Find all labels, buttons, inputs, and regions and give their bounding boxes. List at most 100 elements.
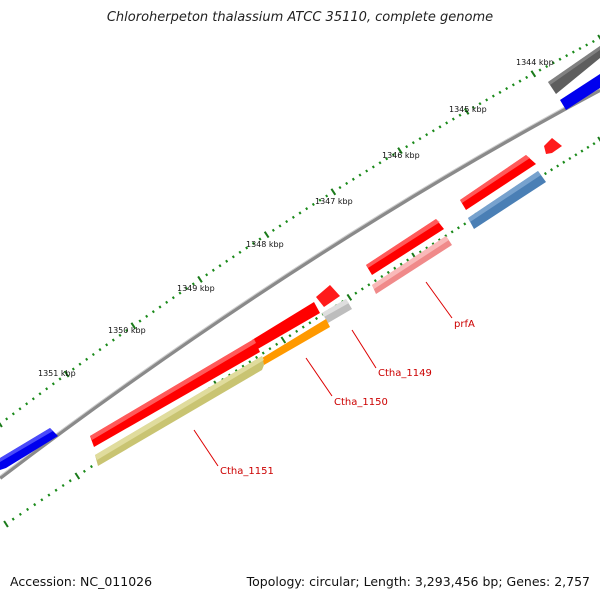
outer-minor-tick	[385, 157, 389, 161]
outer-minor-tick	[591, 39, 595, 44]
inner-minor-tick	[255, 355, 259, 360]
outer-minor-tick	[18, 407, 22, 411]
outer-minor-tick	[311, 202, 315, 207]
feature-red-1347[interactable]	[366, 219, 444, 275]
outer-minor-tick	[218, 264, 222, 268]
outer-minor-tick	[98, 348, 102, 352]
tick-label-1345: 1345 kbp	[449, 105, 487, 114]
outer-minor-tick	[11, 412, 15, 416]
outer-major-tick	[63, 370, 70, 378]
inner-minor-tick	[268, 347, 272, 351]
feature-steelblue[interactable]	[468, 171, 546, 229]
inner-major-tick	[280, 336, 287, 344]
outer-minor-tick	[538, 68, 542, 72]
outer-minor-tick	[111, 338, 115, 342]
outer-minor-tick	[485, 98, 489, 102]
outer-minor-tick	[325, 194, 329, 198]
outer-minor-tick	[211, 268, 215, 272]
inner-minor-tick	[33, 503, 37, 507]
feature-blue-top[interactable]	[560, 74, 600, 110]
outer-minor-tick	[138, 319, 142, 323]
outer-minor-tick	[551, 61, 555, 65]
inner-minor-tick	[314, 316, 319, 321]
outer-minor-tick	[545, 64, 549, 69]
feature-ctha1150[interactable]	[262, 319, 330, 365]
outer-minor-tick	[351, 177, 355, 181]
gene-labels: prfA Ctha_1149 Ctha_1150 Ctha_1151	[220, 319, 475, 477]
outer-minor-tick	[445, 121, 449, 125]
outer-minor-tick	[38, 392, 42, 396]
feature-red-1349[interactable]	[252, 302, 320, 350]
tick-label-1346: 1346 kbp	[382, 151, 420, 160]
outer-minor-tick	[405, 145, 409, 149]
inner-minor-tick	[450, 230, 454, 234]
inner-minor-tick	[556, 164, 560, 168]
inner-minor-tick	[354, 291, 358, 295]
outer-minor-tick	[118, 333, 122, 337]
outer-minor-tick	[231, 255, 235, 259]
inner-major-tick	[346, 293, 353, 301]
inner-minor-tick	[11, 517, 15, 521]
inner-minor-tick	[580, 149, 584, 153]
inner-major-tick	[74, 472, 81, 480]
outer-minor-tick	[491, 94, 495, 98]
feature-blue-left[interactable]	[0, 428, 58, 470]
inner-minor-tick	[295, 329, 299, 333]
outer-major-tick	[597, 34, 600, 40]
outer-minor-tick	[31, 397, 35, 401]
gene-label-prfa[interactable]: prfA	[454, 319, 475, 330]
outer-minor-tick	[178, 291, 182, 295]
gene-label-ctha1151[interactable]: Ctha_1151	[220, 466, 274, 477]
inner-minor-tick	[393, 266, 397, 270]
outer-minor-tick	[451, 117, 455, 121]
reverse-features	[95, 74, 600, 466]
outer-minor-tick	[278, 224, 282, 228]
inner-minor-tick	[550, 168, 554, 172]
outer-minor-tick	[425, 133, 429, 137]
outer-minor-tick	[205, 273, 209, 277]
inner-minor-tick	[261, 351, 265, 355]
outer-minor-tick	[251, 241, 255, 246]
outer-minor-tick	[158, 305, 162, 309]
outer-minor-tick	[498, 90, 502, 94]
inner-minor-tick	[288, 334, 292, 338]
outer-minor-tick	[411, 141, 415, 145]
outer-minor-tick	[371, 165, 375, 169]
outer-minor-tick	[365, 169, 369, 173]
gene-label-ctha1150[interactable]: Ctha_1150	[334, 397, 388, 408]
outer-minor-tick	[305, 207, 309, 211]
feature-red-small-1348[interactable]	[316, 285, 340, 307]
outer-minor-tick	[298, 211, 302, 215]
outer-major-tick	[130, 322, 137, 330]
feature-red-small-top[interactable]	[544, 138, 562, 154]
inner-minor-tick	[373, 279, 377, 283]
tick-label-1351: 1351 kbp	[38, 369, 76, 378]
genome-summary: Topology: circular; Length: 3,293,456 bp…	[246, 574, 590, 589]
outer-major-tick	[197, 275, 203, 283]
forward-features	[0, 46, 600, 470]
outer-minor-tick	[565, 54, 569, 58]
outer-minor-tick	[58, 377, 62, 381]
inner-minor-tick	[82, 469, 86, 473]
inner-minor-tick	[574, 153, 578, 157]
feature-red-1350[interactable]	[90, 339, 260, 447]
outer-minor-tick	[165, 300, 169, 304]
feature-red-1346[interactable]	[460, 155, 536, 210]
outer-minor-tick	[258, 237, 262, 241]
inner-minor-tick	[562, 160, 566, 164]
outer-major-tick	[0, 422, 3, 428]
inner-minor-tick	[26, 507, 30, 512]
outer-major-tick	[330, 188, 337, 196]
outer-minor-tick	[51, 382, 55, 386]
outer-minor-tick	[291, 215, 295, 219]
outer-minor-tick	[505, 87, 509, 91]
inner-minor-tick	[68, 479, 72, 483]
gene-label-ctha1149[interactable]: Ctha_1149	[378, 368, 432, 379]
outer-minor-tick	[191, 282, 195, 286]
outer-minor-tick	[458, 113, 462, 117]
inner-minor-tick	[308, 321, 312, 325]
tick-label-1347: 1347 kbp	[315, 197, 353, 206]
inner-minor-tick	[367, 283, 371, 287]
outer-minor-tick	[285, 220, 289, 224]
